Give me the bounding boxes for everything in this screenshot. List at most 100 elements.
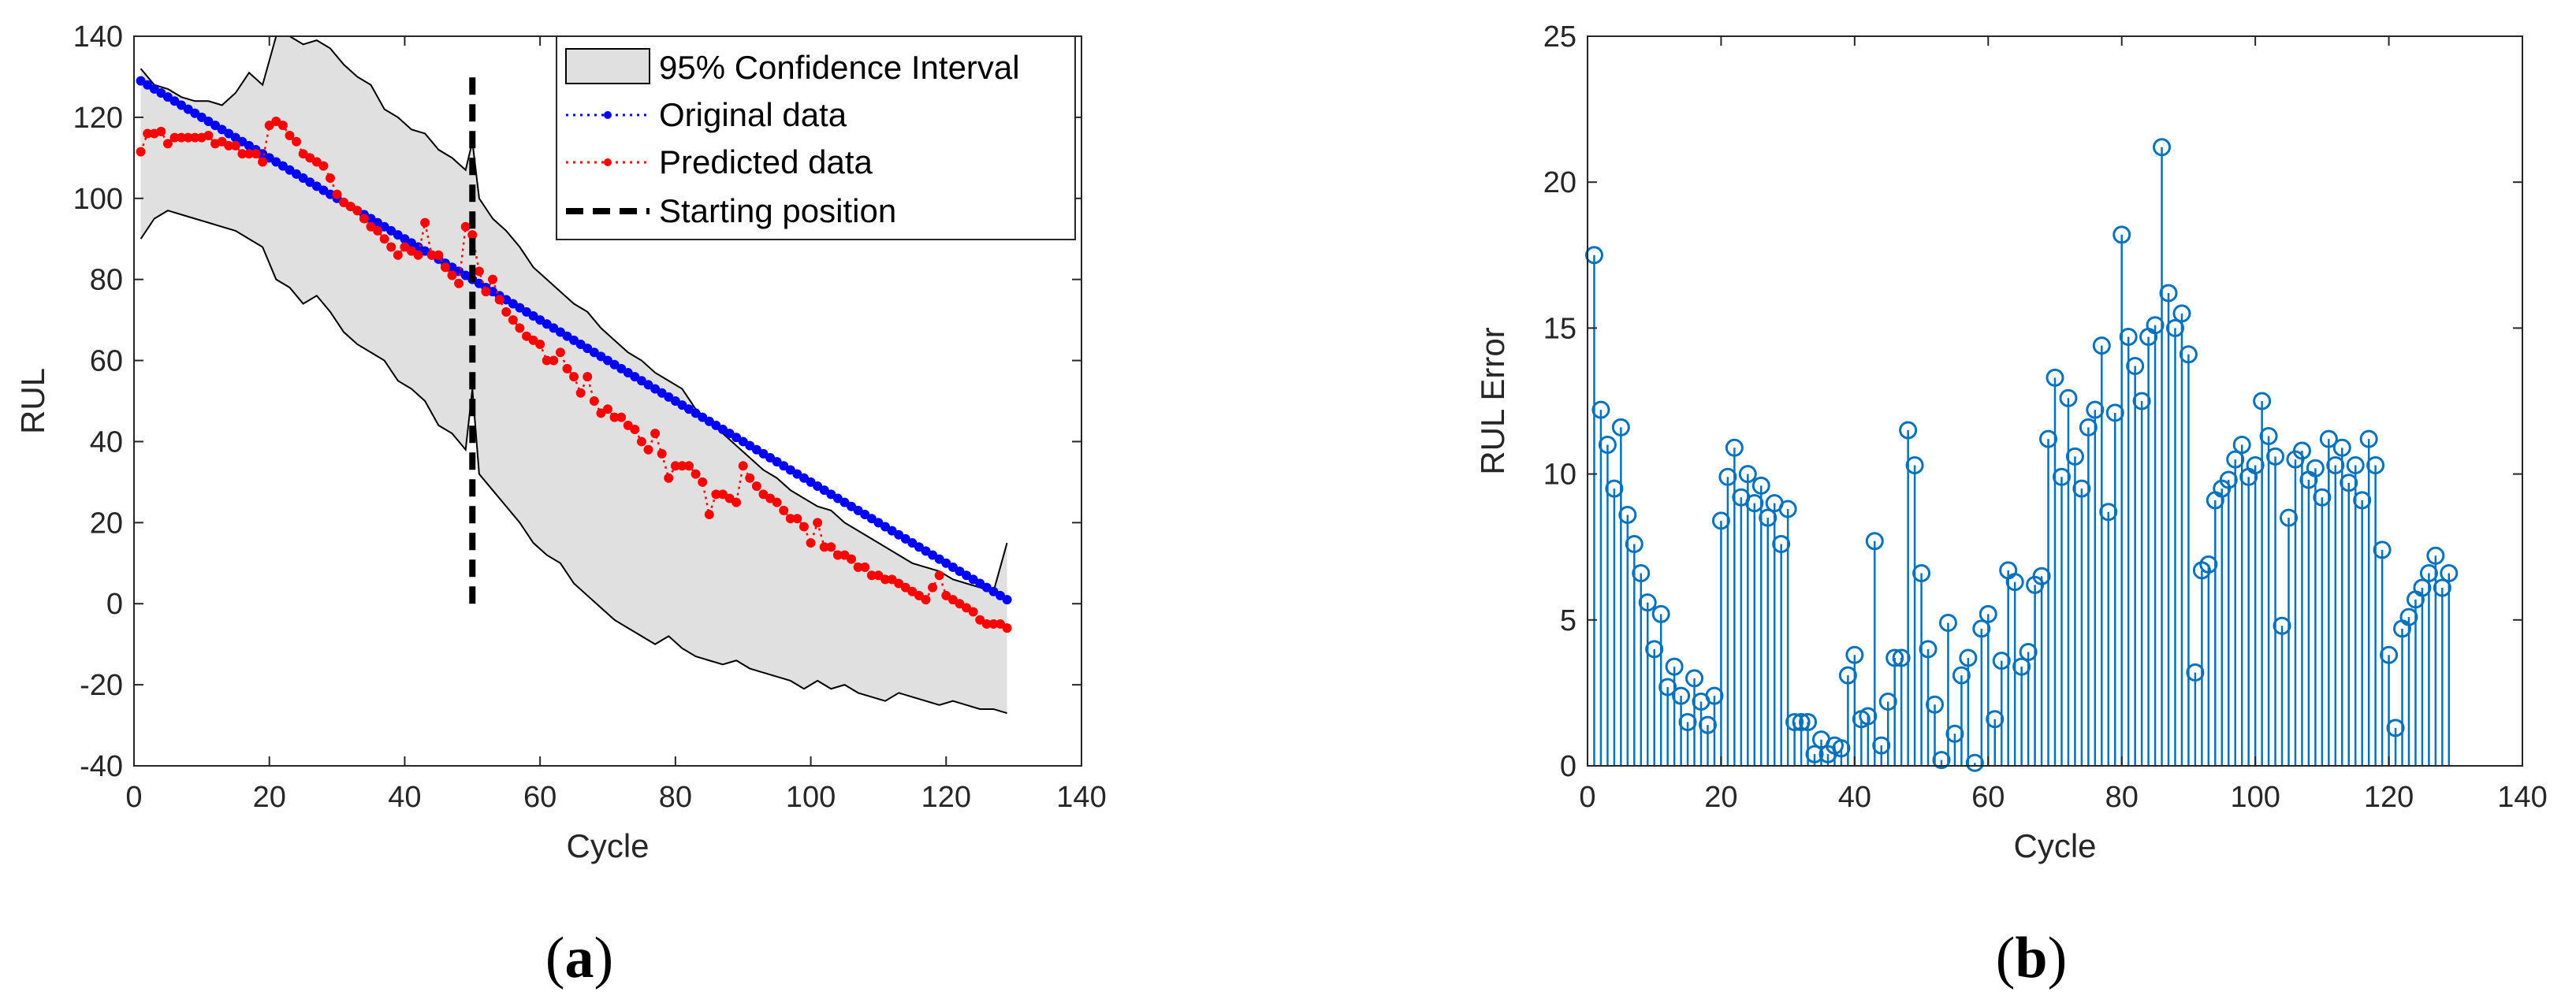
legend-marker-original bbox=[604, 111, 612, 119]
error-marker bbox=[2086, 400, 2105, 419]
predicted-data-point bbox=[136, 147, 146, 157]
predicted-data-point bbox=[156, 126, 166, 136]
error-marker bbox=[1618, 505, 1637, 524]
plot-b-xtick-label: 60 bbox=[1971, 781, 2005, 814]
plot-a-ticks: 0 20 40 60 80 100 120 140 -40 -20 0 20 40 60 80 100 120 1… bbox=[73, 20, 1107, 814]
error-marker bbox=[2340, 474, 2358, 492]
predicted-data-point bbox=[664, 473, 674, 483]
error-marker bbox=[1611, 418, 1630, 436]
predicted-data-point bbox=[169, 132, 180, 143]
error-marker bbox=[2153, 138, 2172, 157]
error-marker bbox=[2306, 459, 2325, 477]
predicted-data-point bbox=[866, 570, 877, 581]
predicted-data-point bbox=[292, 136, 302, 147]
error-marker bbox=[2332, 438, 2351, 457]
error-marker bbox=[1591, 400, 1610, 419]
error-marker bbox=[1959, 648, 1978, 667]
error-marker bbox=[2072, 479, 2091, 498]
error-marker bbox=[1698, 715, 1717, 734]
error-marker bbox=[2259, 426, 2278, 445]
predicted-data-point bbox=[515, 323, 525, 333]
error-marker bbox=[2266, 447, 2285, 466]
error-marker bbox=[1872, 736, 1891, 755]
error-marker bbox=[2219, 470, 2238, 489]
predicted-data-point bbox=[616, 412, 627, 422]
error-marker bbox=[1992, 652, 2011, 671]
error-marker bbox=[1845, 645, 1864, 664]
predicted-data-point bbox=[981, 619, 992, 629]
predicted-data-point bbox=[583, 372, 593, 382]
predicted-data-point bbox=[813, 518, 823, 528]
error-marker bbox=[1905, 455, 1924, 474]
predicted-data-point bbox=[785, 514, 795, 524]
predicted-data-point bbox=[379, 234, 389, 244]
predicted-data-point bbox=[745, 473, 755, 483]
predicted-data-point bbox=[237, 149, 248, 159]
predicted-data-point bbox=[332, 189, 342, 199]
predicted-data-point bbox=[277, 121, 288, 131]
predicted-data-point bbox=[1002, 623, 1012, 633]
error-marker bbox=[1972, 619, 1991, 638]
error-marker bbox=[2346, 455, 2365, 474]
caption-b-letter: b bbox=[2015, 926, 2047, 990]
predicted-data-point bbox=[779, 505, 789, 515]
predicted-data-point bbox=[386, 242, 396, 252]
error-marker bbox=[1745, 494, 1764, 513]
predicted-data-point bbox=[555, 347, 565, 358]
plot-b-xtick-label: 80 bbox=[2105, 781, 2139, 814]
error-marker bbox=[2199, 555, 2218, 574]
error-marker bbox=[1832, 739, 1851, 758]
legend-swatch-ci bbox=[565, 48, 650, 84]
error-marker bbox=[1805, 745, 1824, 763]
error-marker bbox=[2105, 403, 2124, 422]
plot-a-xtick-label: 120 bbox=[921, 781, 971, 814]
error-marker bbox=[1605, 479, 1624, 498]
plot-a-ytick-label: 140 bbox=[73, 20, 123, 54]
plot-b-ticks: 0 20 40 60 80 100 120 140 0 5 10 15 20 25 bbox=[1543, 20, 2548, 814]
error-marker bbox=[2273, 616, 2291, 635]
error-marker bbox=[2326, 455, 2345, 474]
error-marker bbox=[2386, 719, 2405, 737]
plot-b-xlabel: Cycle bbox=[2013, 827, 2096, 864]
error-marker bbox=[2366, 455, 2385, 474]
plot-b-xtick-label: 40 bbox=[1838, 781, 1871, 814]
error-marker bbox=[1705, 686, 1724, 705]
error-marker bbox=[1778, 500, 1797, 518]
error-marker bbox=[1799, 712, 1818, 731]
predicted-data-point bbox=[488, 274, 498, 284]
predicted-data-point bbox=[183, 132, 193, 143]
predicted-data-point bbox=[738, 461, 748, 471]
error-marker bbox=[2280, 508, 2298, 527]
predicted-data-point bbox=[177, 132, 187, 143]
error-marker bbox=[1638, 593, 1657, 612]
plot-a-ylabel: RUL bbox=[14, 368, 51, 434]
error-marker bbox=[2313, 488, 2332, 507]
predicted-data-point bbox=[352, 206, 363, 216]
error-marker bbox=[2052, 467, 2071, 486]
error-marker bbox=[2179, 345, 2198, 364]
error-marker bbox=[1645, 640, 1664, 659]
error-marker bbox=[2380, 645, 2399, 664]
predicted-data-point bbox=[162, 139, 173, 149]
plot-a-xtick-label: 40 bbox=[388, 781, 421, 814]
ci-lower-bound bbox=[140, 210, 1007, 715]
predicted-data-point bbox=[630, 425, 640, 435]
error-marker bbox=[2012, 657, 2031, 676]
predicted-data-point bbox=[798, 522, 809, 532]
error-marker bbox=[1892, 648, 1911, 667]
predicted-data-point bbox=[988, 619, 999, 629]
error-marker bbox=[2440, 564, 2459, 583]
error-marker bbox=[2019, 643, 2038, 662]
error-marker bbox=[1912, 564, 1931, 583]
predicted-data-point bbox=[318, 161, 329, 171]
predicted-data-point bbox=[575, 388, 586, 398]
caption-a-close: ) bbox=[594, 926, 614, 990]
predicted-data-point bbox=[190, 132, 200, 143]
error-marker bbox=[2159, 284, 2178, 303]
error-marker bbox=[1598, 436, 1617, 455]
predicted-data-point bbox=[460, 221, 471, 232]
predicted-data-point bbox=[569, 372, 579, 382]
plot-b-axes-box bbox=[1587, 35, 2523, 767]
original-data-point bbox=[1002, 595, 1012, 605]
